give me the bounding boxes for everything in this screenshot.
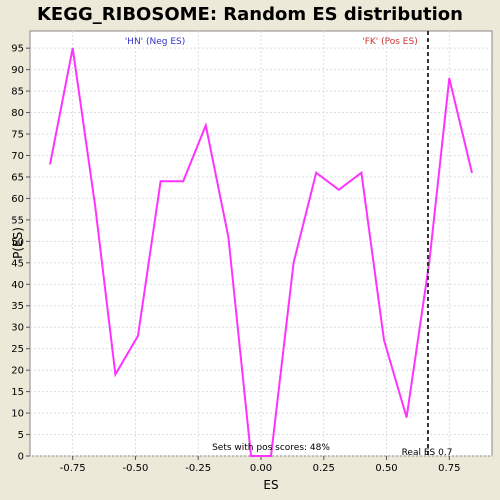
data-point (183, 181, 184, 182)
x-tick-label: -0.50 (123, 463, 149, 474)
x-tick-label: 0.25 (313, 463, 335, 474)
data-point (361, 172, 362, 173)
y-tick-label: 25 (11, 344, 24, 355)
y-tick-label: 40 (11, 280, 24, 291)
neg-es-label: 'HN' (Neg ES) (125, 37, 186, 47)
y-tick-label: 5 (18, 430, 24, 441)
data-point (383, 339, 384, 340)
data-point (293, 262, 294, 263)
y-tick-label: 0 (18, 452, 24, 463)
x-tick-label: 0.50 (375, 463, 397, 474)
x-tick-label: -0.25 (185, 463, 211, 474)
y-tick-label: 60 (11, 194, 24, 205)
data-point (228, 236, 229, 237)
y-tick-label: 15 (11, 387, 24, 398)
x-axis-label: ES (263, 478, 278, 492)
data-point (205, 125, 206, 126)
data-point (160, 181, 161, 182)
data-point (270, 455, 271, 456)
y-tick-label: 70 (11, 151, 24, 162)
y-tick-label: 75 (11, 130, 24, 141)
data-point (449, 78, 450, 79)
x-tick-label: 0.00 (250, 463, 272, 474)
y-tick-label: 80 (11, 108, 24, 119)
y-axis-label: P(ES) (11, 227, 25, 259)
data-point (115, 374, 116, 375)
data-point (338, 189, 339, 190)
sets-with-pos-scores-label: Sets with pos scores: 48% (212, 443, 330, 453)
x-tick-label: -0.75 (60, 463, 86, 474)
y-tick-label: 10 (11, 409, 24, 420)
data-point (316, 172, 317, 173)
y-tick-label: 55 (11, 215, 24, 226)
y-tick-label: 85 (11, 87, 24, 98)
y-tick-label: 20 (11, 366, 24, 377)
y-tick-label: 35 (11, 301, 24, 312)
chart-title: KEGG_RIBOSOME: Random ES distribution (37, 4, 463, 25)
data-point (49, 163, 50, 164)
real-es-label: Real ES 0.7 (402, 448, 453, 458)
x-axis-ticks: -0.75 -0.50 -0.25 0.00 0.25 0.50 0.75 (60, 456, 461, 474)
data-point (250, 455, 251, 456)
y-tick-label: 45 (11, 258, 24, 269)
pos-es-label: 'FK' (Pos ES) (362, 37, 417, 47)
x-tick-label: 0.75 (438, 463, 460, 474)
data-point (95, 206, 96, 207)
data-point (137, 335, 138, 336)
data-point (406, 417, 407, 418)
y-tick-label: 65 (11, 172, 24, 183)
y-tick-label: 30 (11, 323, 24, 334)
data-point (72, 48, 73, 49)
data-point (471, 172, 472, 173)
y-tick-label: 90 (11, 65, 24, 76)
y-tick-label: 95 (11, 44, 24, 55)
